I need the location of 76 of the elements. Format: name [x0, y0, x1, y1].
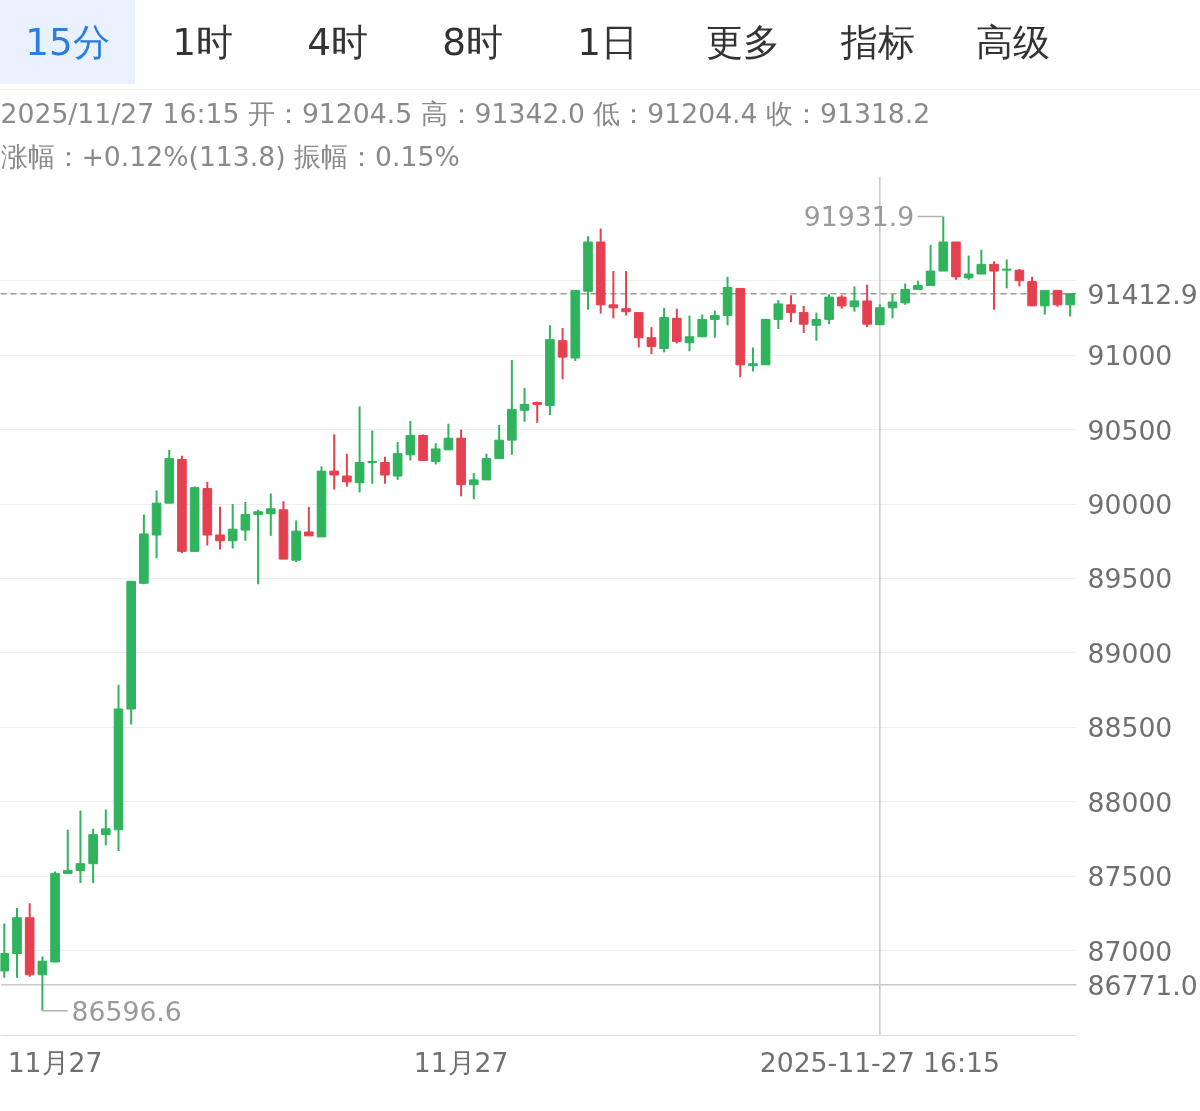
y-tick-label: 91000 [1087, 340, 1173, 372]
candlestick [468, 472, 479, 501]
candlestick [900, 282, 911, 306]
y-tick-label: 89000 [1087, 637, 1173, 669]
candlestick [875, 303, 885, 326]
candlestick [240, 501, 251, 542]
candlestick [253, 508, 263, 586]
candlestick [227, 503, 238, 550]
candlestick [697, 313, 707, 338]
candlestick [1039, 289, 1050, 316]
candlestick [265, 492, 276, 537]
candlestick [963, 254, 974, 281]
candlestick [304, 505, 314, 537]
candlestick [443, 422, 454, 451]
candlestick [329, 433, 340, 491]
candlestick [773, 299, 784, 331]
x-tick-label: 2025-11-27 16:15 [759, 1046, 1000, 1078]
candlestick [494, 423, 504, 460]
candlestick [430, 442, 441, 466]
y-tick-label: 90000 [1087, 489, 1173, 521]
candlestick [621, 270, 631, 317]
candlestick [101, 808, 111, 847]
candlestick [671, 307, 682, 345]
text: 4时 [306, 19, 369, 66]
candlestick [849, 285, 860, 313]
candlestick [519, 387, 530, 423]
candlestick [811, 311, 822, 342]
x-tick-label: 11月27 [413, 1046, 509, 1078]
candlestick [646, 326, 657, 356]
candlestick [798, 304, 809, 334]
candlestick [405, 419, 416, 462]
candlestick [925, 243, 936, 287]
candlestick [354, 405, 365, 494]
annotation: 91931.9 [803, 201, 915, 233]
candlestick [824, 293, 834, 326]
candlestick [989, 260, 999, 311]
text: 1时 [171, 19, 234, 66]
candlestick [0, 922, 10, 979]
candlestick [367, 429, 378, 485]
candlestick [392, 441, 403, 481]
x-tick-label: 11月27 [7, 1046, 103, 1078]
text: 高级 [974, 19, 1051, 66]
text: 指标 [839, 19, 916, 66]
candlestick [75, 809, 86, 884]
text: 8时 [441, 19, 504, 66]
candlestick [557, 327, 568, 381]
candlestick [1065, 292, 1075, 318]
y-tick-label: 90500 [1087, 414, 1173, 446]
chart-title: 2025/11/27 16:15 开：91204.5 高：91342.0 低：91204.4 收：91318.2 [0, 97, 931, 129]
candlestick [37, 955, 48, 1012]
candlestick [684, 314, 695, 353]
candlestick [481, 452, 492, 481]
annotation: 86596.6 [71, 995, 182, 1027]
text: 1日 [576, 19, 639, 66]
chart-subtitle: 涨幅：+0.12%(113.8) 振幅：0.15% [0, 140, 460, 172]
candlestick [887, 293, 898, 320]
ref-line-label: 86771.0 [1087, 969, 1198, 1001]
candlestick [342, 452, 352, 488]
candlestick [380, 455, 390, 485]
candlestick [608, 270, 619, 320]
candlestick [710, 309, 720, 339]
text: 15分 [0, 0, 135, 84]
y-tick-label: 87000 [1087, 935, 1173, 967]
ref-line-label: 91412.9 [1087, 278, 1198, 310]
y-tick-label: 88000 [1087, 786, 1173, 818]
candlestick [862, 283, 872, 329]
candlestick [215, 505, 225, 551]
candlestick [976, 248, 987, 276]
candlestick [1001, 258, 1012, 290]
y-tick-label: 87500 [1087, 861, 1173, 893]
candlestick [62, 828, 73, 875]
y-tick-label: 88500 [1087, 712, 1173, 744]
y-tick-label: 89500 [1087, 563, 1173, 595]
candlestick [748, 346, 758, 373]
text: 更多 [704, 19, 781, 66]
candlestick [786, 294, 796, 324]
